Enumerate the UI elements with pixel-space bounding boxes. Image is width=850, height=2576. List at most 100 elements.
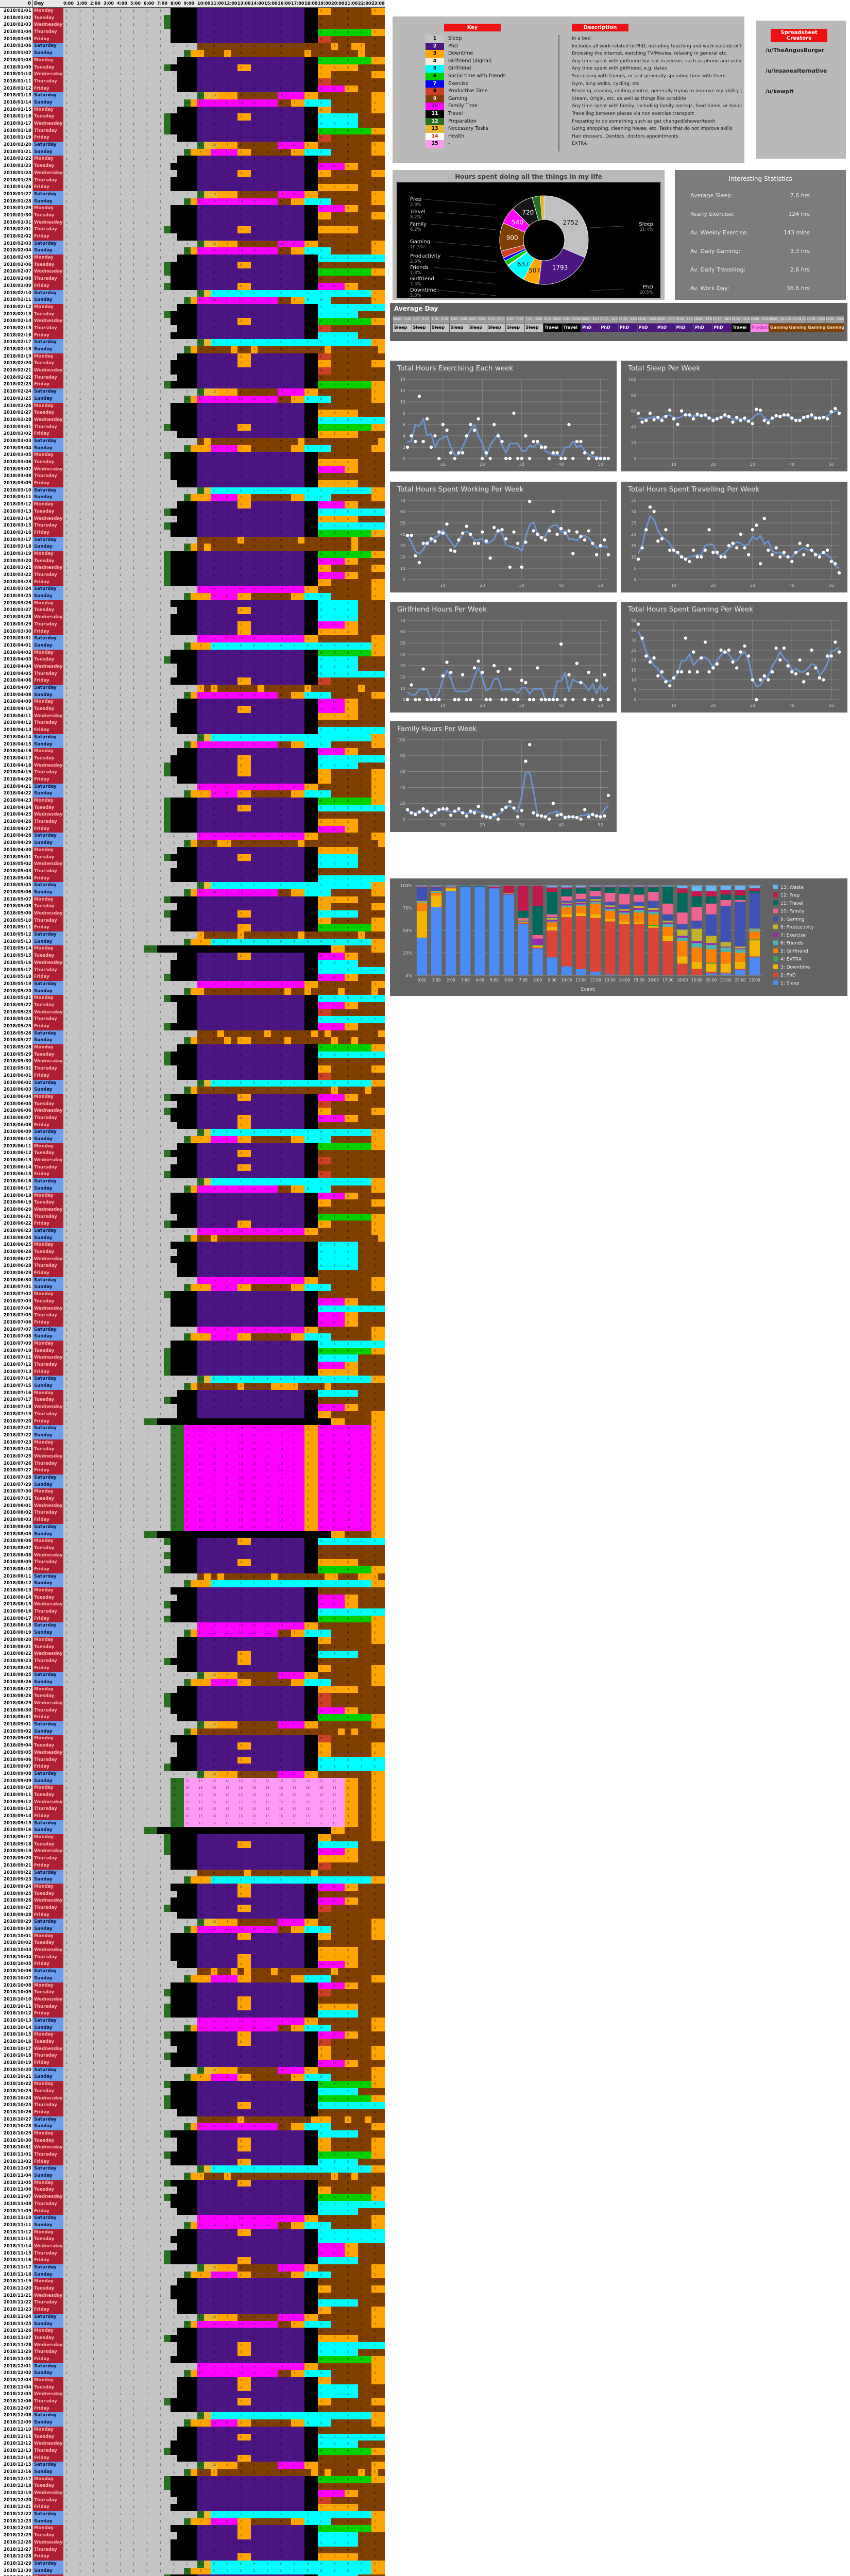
grid-cell[interactable] — [351, 367, 358, 375]
grid-cell[interactable]: 1 — [184, 339, 191, 346]
date-label[interactable]: 2018/01/12 — [0, 85, 33, 93]
grid-cell[interactable]: 2 — [264, 233, 271, 241]
grid-cell[interactable] — [83, 374, 90, 382]
grid-cell[interactable]: 2 — [224, 550, 231, 558]
grid-cell[interactable] — [338, 261, 345, 269]
grid-cell[interactable] — [298, 78, 304, 86]
grid-cell[interactable] — [325, 374, 331, 382]
grid-cell[interactable]: 2 — [197, 177, 204, 184]
grid-cell[interactable]: 11 — [304, 121, 311, 128]
grid-cell[interactable]: 2 — [291, 226, 298, 233]
grid-cell[interactable]: 3 — [237, 360, 244, 368]
grid-cell[interactable] — [191, 621, 197, 629]
grid-cell[interactable] — [258, 367, 264, 375]
grid-cell[interactable] — [150, 303, 157, 311]
grid-cell[interactable] — [338, 677, 345, 685]
grid-cell[interactable] — [338, 600, 345, 607]
grid-cell[interactable] — [244, 14, 251, 22]
grid-cell[interactable] — [191, 29, 197, 36]
grid-cell[interactable] — [83, 557, 90, 565]
grid-cell[interactable] — [97, 134, 104, 142]
grid-cell[interactable]: 1 — [104, 191, 110, 198]
grid-cell[interactable] — [191, 536, 197, 544]
grid-cell[interactable] — [325, 78, 331, 86]
grid-cell[interactable] — [378, 677, 385, 685]
grid-cell[interactable]: 6 — [345, 57, 351, 64]
grid-cell[interactable] — [204, 121, 211, 128]
grid-cell[interactable] — [351, 282, 358, 290]
grid-cell[interactable] — [271, 628, 278, 636]
grid-cell[interactable] — [271, 381, 278, 389]
grid-cell[interactable] — [298, 50, 304, 57]
grid-cell[interactable]: 1 — [104, 205, 110, 212]
grid-cell[interactable] — [271, 402, 278, 410]
grid-cell[interactable]: 2 — [211, 22, 217, 29]
grid-cell[interactable] — [110, 416, 117, 424]
grid-cell[interactable] — [204, 318, 211, 325]
grid-cell[interactable] — [231, 43, 237, 50]
grid-cell[interactable]: 1 — [144, 508, 150, 516]
grid-cell[interactable]: 11 — [304, 501, 311, 509]
grid-cell[interactable] — [191, 233, 197, 241]
grid-cell[interactable]: 5 — [331, 303, 338, 311]
grid-cell[interactable] — [365, 466, 371, 473]
grid-cell[interactable]: 1 — [90, 494, 97, 502]
grid-cell[interactable] — [124, 381, 130, 389]
grid-cell[interactable] — [83, 121, 90, 128]
grid-cell[interactable]: 1 — [130, 311, 137, 318]
grid-cell[interactable]: 1 — [130, 282, 137, 290]
grid-cell[interactable]: 1 — [144, 92, 150, 99]
grid-cell[interactable] — [284, 353, 291, 361]
grid-cell[interactable]: 9 — [371, 163, 378, 170]
grid-cell[interactable] — [365, 416, 371, 424]
grid-cell[interactable] — [97, 374, 104, 382]
grid-cell[interactable] — [244, 121, 251, 128]
grid-cell[interactable]: 1 — [157, 127, 164, 135]
grid-cell[interactable]: 1 — [157, 621, 164, 629]
grid-cell[interactable] — [311, 522, 318, 530]
grid-cell[interactable] — [217, 148, 224, 156]
grid-cell[interactable] — [150, 522, 157, 530]
grid-cell[interactable]: 9 — [291, 43, 298, 50]
grid-cell[interactable]: 1 — [157, 416, 164, 424]
grid-cell[interactable] — [70, 127, 77, 135]
grid-cell[interactable] — [325, 127, 331, 135]
date-label[interactable]: 2018/02/28 — [0, 416, 33, 424]
grid-cell[interactable]: 5 — [318, 395, 325, 403]
grid-cell[interactable]: 1 — [104, 57, 110, 64]
grid-cell[interactable]: 9 — [345, 473, 351, 481]
day-label[interactable]: Friday — [33, 628, 63, 636]
grid-cell[interactable]: 2 — [237, 78, 244, 86]
grid-cell[interactable]: 10 — [291, 388, 298, 396]
grid-cell[interactable]: 2 — [251, 374, 258, 382]
grid-cell[interactable] — [258, 431, 264, 438]
grid-cell[interactable] — [164, 607, 171, 615]
grid-cell[interactable]: 2 — [211, 649, 217, 657]
grid-cell[interactable]: 1 — [171, 71, 177, 78]
grid-cell[interactable] — [70, 360, 77, 368]
grid-cell[interactable]: 1 — [171, 691, 177, 699]
grid-cell[interactable] — [137, 268, 144, 276]
grid-cell[interactable] — [325, 550, 331, 558]
grid-cell[interactable]: 2 — [197, 572, 204, 579]
grid-cell[interactable] — [378, 268, 385, 276]
grid-cell[interactable] — [244, 586, 251, 594]
grid-cell[interactable]: 1 — [117, 395, 124, 403]
grid-cell[interactable] — [298, 395, 304, 403]
grid-cell[interactable]: 1 — [63, 480, 70, 487]
grid-cell[interactable]: 2 — [278, 113, 284, 121]
grid-cell[interactable]: 9 — [331, 297, 338, 304]
grid-cell[interactable] — [137, 247, 144, 255]
grid-cell[interactable] — [83, 360, 90, 368]
grid-cell[interactable] — [271, 607, 278, 615]
grid-cell[interactable] — [244, 670, 251, 678]
grid-cell[interactable]: 1 — [90, 656, 97, 664]
grid-cell[interactable] — [217, 381, 224, 389]
grid-cell[interactable] — [110, 649, 117, 657]
grid-cell[interactable] — [204, 367, 211, 375]
grid-cell[interactable]: 2 — [251, 177, 258, 184]
grid-cell[interactable] — [365, 163, 371, 170]
grid-cell[interactable] — [150, 78, 157, 86]
grid-cell[interactable] — [378, 529, 385, 537]
grid-cell[interactable] — [298, 572, 304, 579]
